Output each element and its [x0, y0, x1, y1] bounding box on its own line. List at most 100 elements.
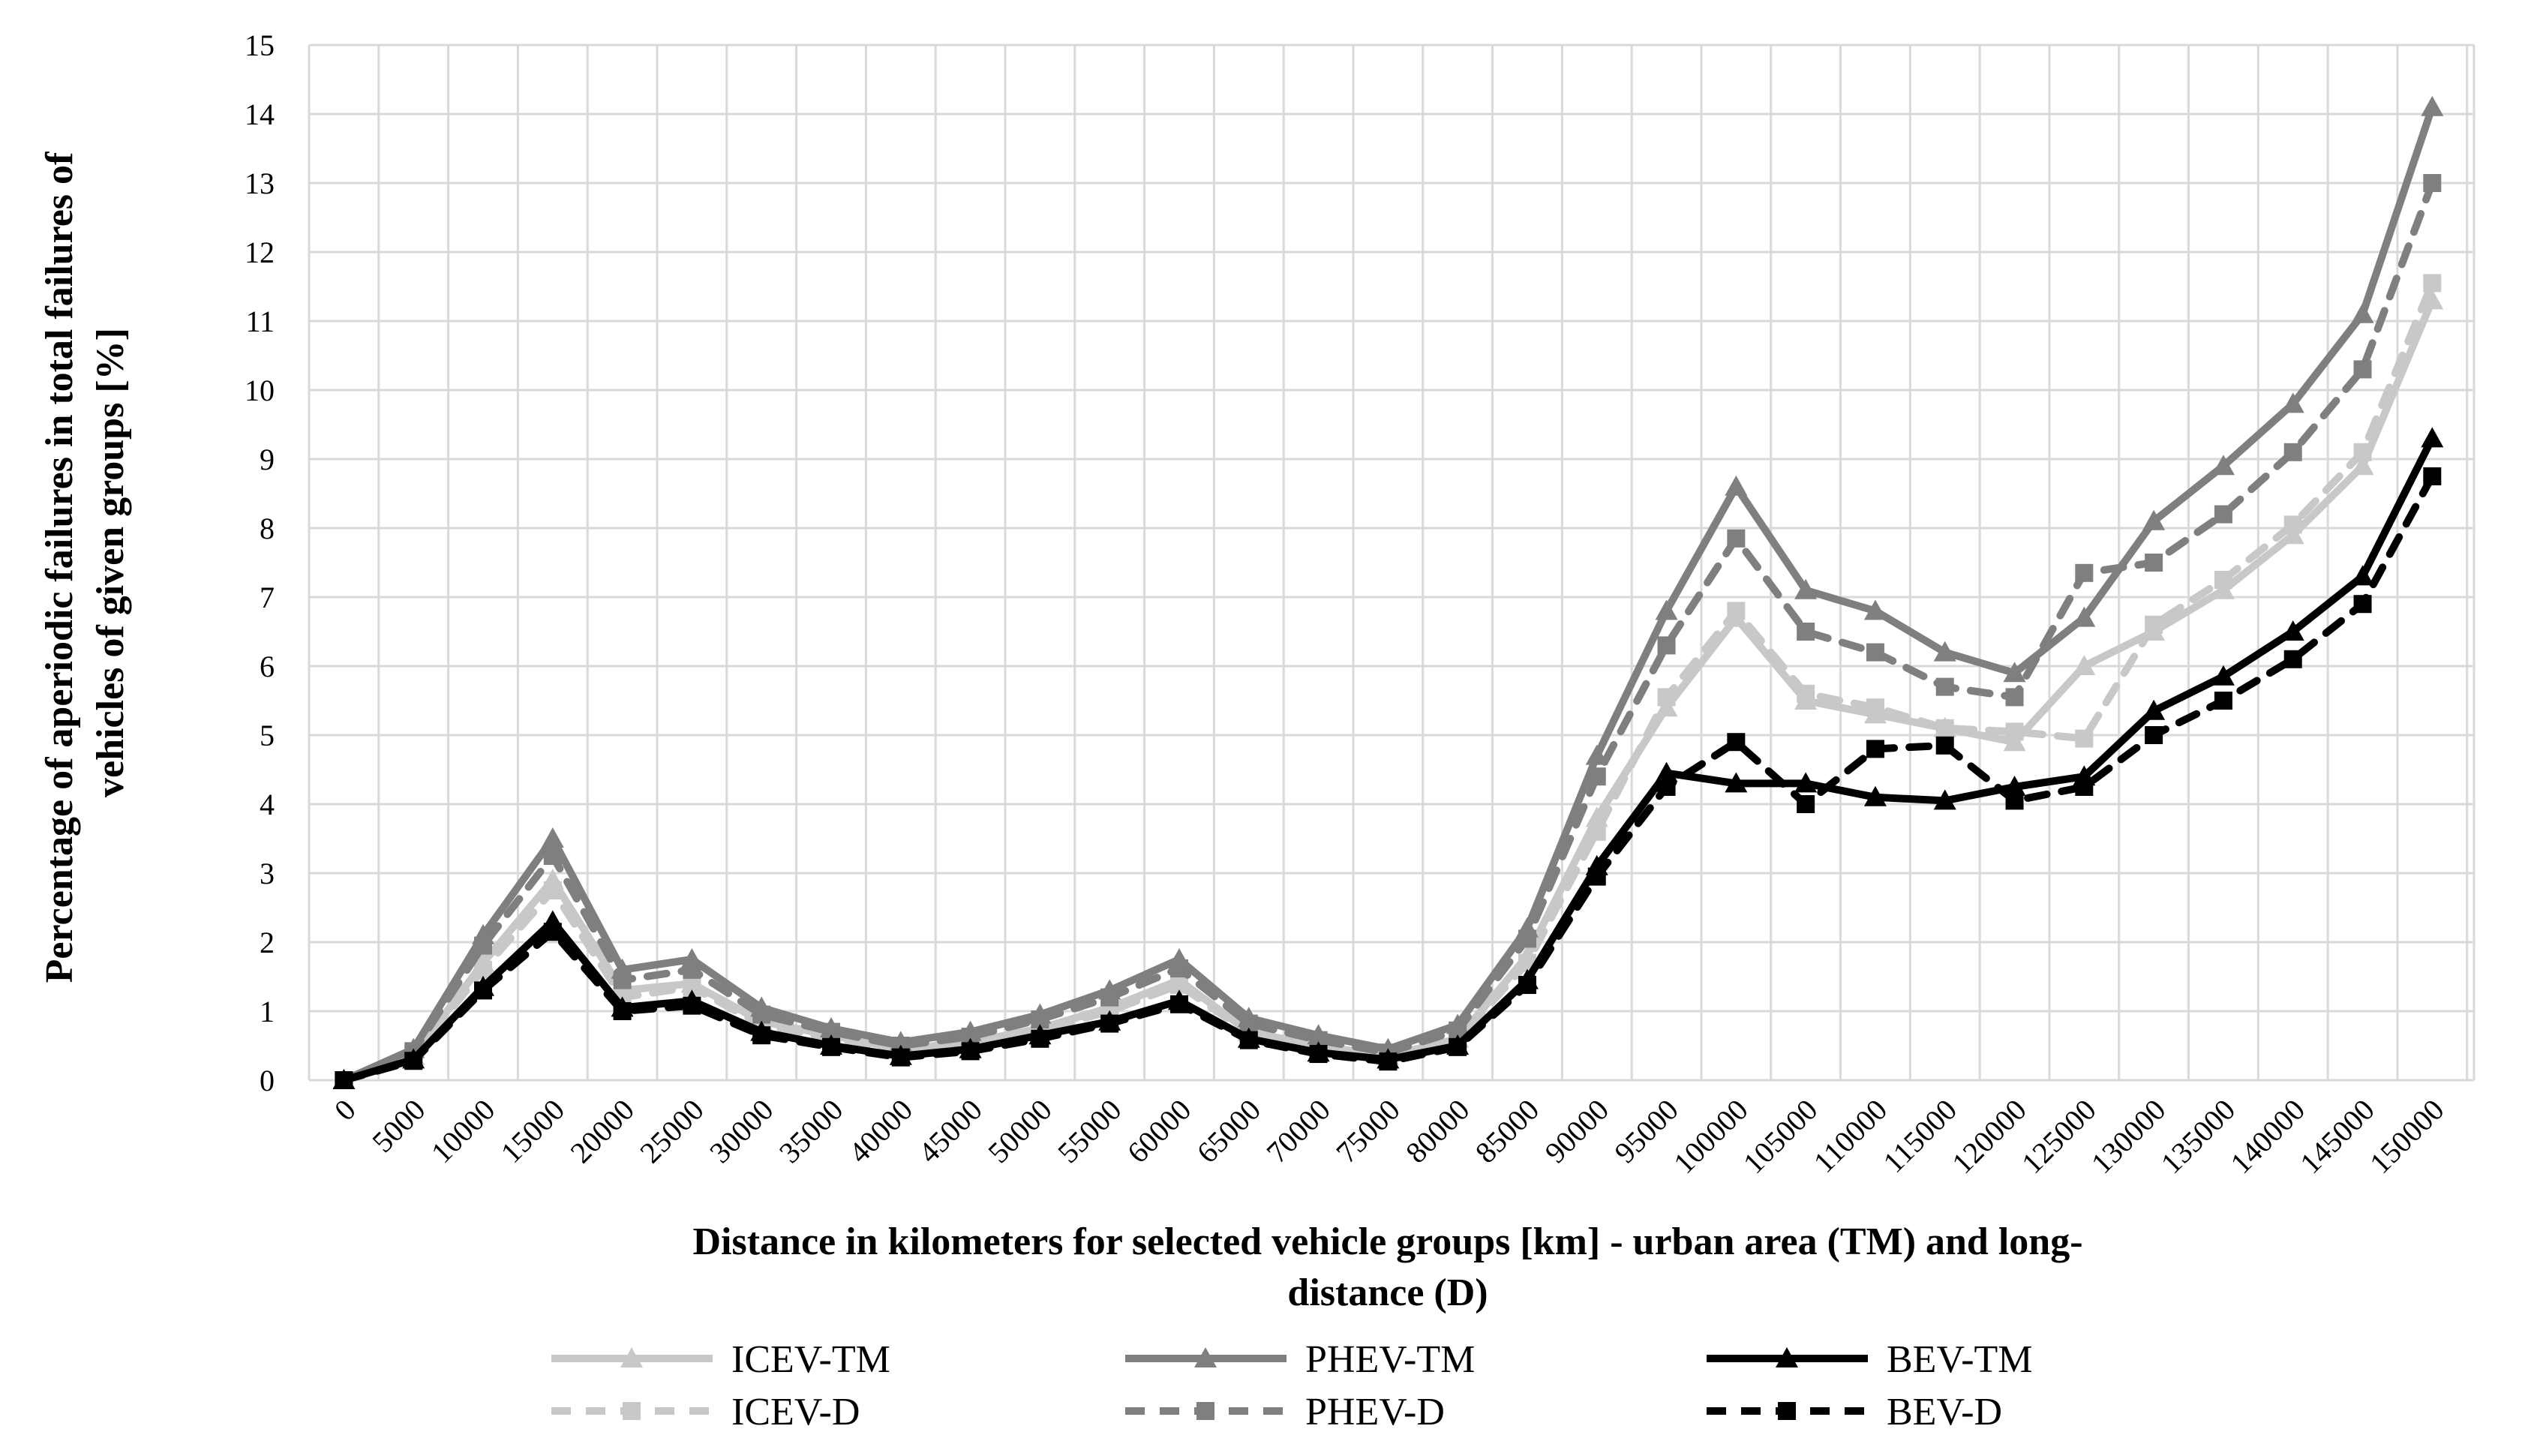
legend-item-icev-tm: ICEV-TM: [551, 1338, 890, 1381]
data-point: [1727, 602, 1746, 620]
data-point: [1309, 1045, 1328, 1064]
data-point: [1797, 623, 1815, 641]
data-point: [335, 1071, 353, 1089]
legend-item-bev-d: BEV-D: [1707, 1391, 2002, 1433]
data-point: [683, 996, 701, 1015]
data-point: [1935, 677, 1954, 696]
data-point: [543, 881, 562, 899]
data-point: [473, 936, 492, 955]
data-point: [821, 1037, 840, 1056]
legend-marker: [623, 1402, 641, 1420]
data-point: [2142, 699, 2166, 720]
y-tick-label: 7: [260, 581, 275, 614]
data-point: [1169, 995, 1188, 1013]
data-point: [891, 1048, 910, 1067]
data-point: [1100, 988, 1119, 1007]
y-axis-title-line-2: vehicles of given groups [%]: [89, 328, 132, 797]
data-point: [1794, 772, 1818, 793]
data-point: [752, 1026, 771, 1045]
legend-marker: [620, 1347, 643, 1367]
data-point: [2353, 443, 2372, 461]
y-tick-label: 5: [260, 719, 275, 752]
data-point: [2421, 427, 2444, 448]
y-tick-label: 9: [260, 443, 275, 476]
data-point: [1797, 795, 1815, 813]
data-point: [1863, 599, 1887, 620]
legend-label: ICEV-TM: [731, 1338, 890, 1381]
data-point: [2211, 665, 2235, 686]
data-point: [683, 960, 701, 979]
data-point: [404, 1052, 423, 1070]
data-point: [2005, 688, 2024, 707]
legend-marker: [1194, 1347, 1217, 1367]
y-tick-label: 11: [245, 305, 275, 338]
legend-marker: [1196, 1402, 1214, 1420]
x-axis-title-line-1: Distance in kilometers for selected vehi…: [692, 1220, 2082, 1263]
data-point: [1725, 772, 1748, 793]
legend-label: ICEV-D: [731, 1391, 860, 1433]
data-point: [1657, 636, 1676, 655]
legend-item-phev-tm: PHEV-TM: [1125, 1338, 1475, 1381]
data-point: [2145, 615, 2163, 634]
data-point: [2075, 729, 2094, 748]
data-point: [1655, 696, 1678, 717]
data-point: [1657, 688, 1676, 707]
data-point: [2423, 174, 2442, 192]
y-tick-label: 15: [245, 29, 275, 62]
gridlines: [308, 44, 2475, 1082]
data-point: [2003, 731, 2026, 752]
data-point: [2073, 606, 2096, 627]
data-point: [1935, 736, 1954, 755]
data-point: [2075, 778, 2094, 796]
series-group: [332, 95, 2444, 1089]
data-point: [2145, 726, 2163, 744]
data-point: [2281, 620, 2304, 641]
data-point: [1863, 785, 1887, 806]
data-point: [2283, 650, 2302, 668]
series-bev-d: [335, 467, 2442, 1089]
data-point: [2214, 571, 2232, 589]
data-point: [2142, 509, 2166, 530]
data-point: [1797, 684, 1815, 703]
legend-item-icev-d: ICEV-D: [551, 1391, 860, 1433]
data-point: [1518, 929, 1536, 948]
data-point: [1935, 719, 1954, 737]
legend-label: PHEV-D: [1305, 1391, 1445, 1433]
data-point: [2211, 455, 2235, 476]
data-point: [1518, 976, 1536, 995]
x-axis-title-line-2: distance (D): [1287, 1271, 1488, 1314]
legend-label: PHEV-TM: [1305, 1338, 1475, 1381]
data-point: [1655, 761, 1678, 782]
data-point: [2145, 554, 2163, 572]
legend-label: BEV-TM: [1887, 1338, 2033, 1381]
data-point: [2351, 302, 2374, 323]
data-point: [2075, 563, 2094, 582]
legend-item-bev-tm: BEV-TM: [1707, 1338, 2033, 1381]
data-point: [2423, 467, 2442, 485]
data-point: [1657, 778, 1676, 796]
data-point: [2005, 722, 2024, 741]
y-tick-label: 12: [245, 236, 275, 269]
data-point: [2214, 505, 2232, 524]
data-point: [2283, 443, 2302, 461]
data-point: [543, 923, 562, 941]
y-tick-label: 3: [260, 857, 275, 890]
data-point: [1587, 767, 1606, 786]
data-point: [1866, 740, 1884, 758]
data-point: [473, 981, 492, 1000]
data-point: [1100, 1014, 1119, 1033]
data-point: [1933, 641, 1956, 662]
data-point: [1866, 698, 1884, 717]
legend-label: BEV-D: [1887, 1391, 2002, 1433]
data-point: [1727, 529, 1746, 548]
y-axis-title-line-1: Percentage of aperiodic failures in tota…: [38, 152, 81, 983]
data-point: [541, 827, 564, 848]
data-point: [543, 847, 562, 865]
data-point: [1169, 959, 1188, 977]
data-point: [1725, 475, 1748, 496]
y-tick-label: 8: [260, 512, 275, 545]
data-point: [961, 1042, 980, 1061]
data-point: [752, 1005, 771, 1024]
